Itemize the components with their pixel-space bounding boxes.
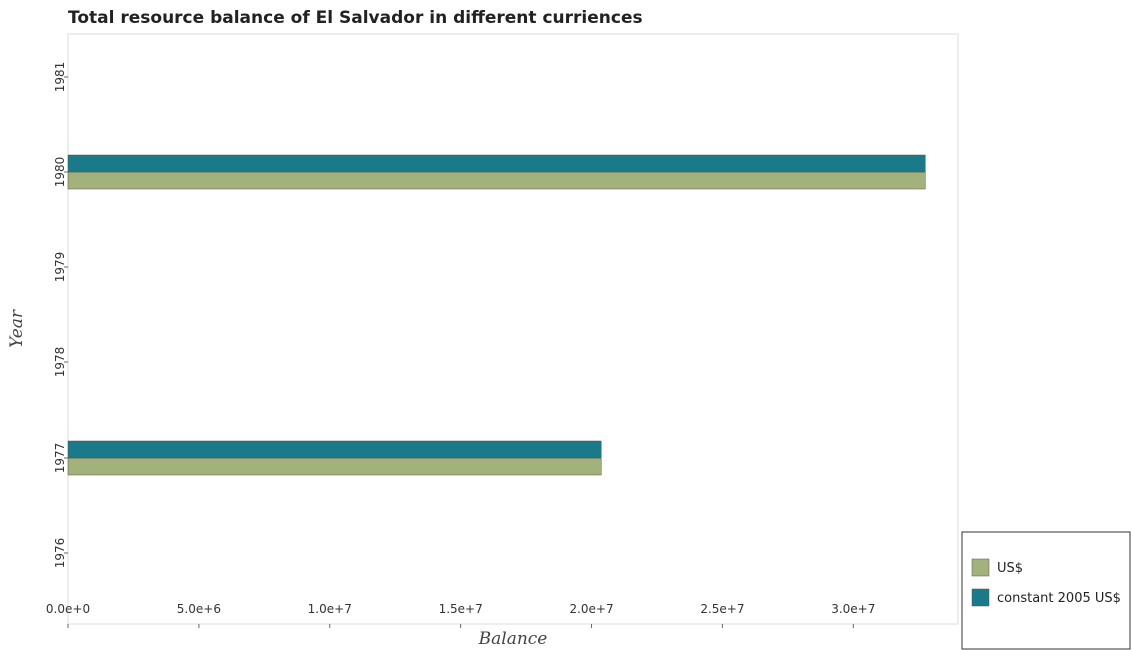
bar-constant-2005-us--1977 [67, 440, 602, 459]
bar-constant-2005-us--1980 [67, 154, 926, 173]
chart-title: Total resource balance of El Salvador in… [68, 8, 643, 28]
legend-label: US$ [997, 561, 1023, 576]
y-axis-title: Year [7, 309, 27, 348]
x-axis-title: Balance [478, 629, 548, 649]
bar-us--1980 [67, 171, 926, 190]
x-tick-label: 1.5e+7 [439, 602, 483, 616]
legend-label: constant 2005 US$ [997, 591, 1121, 606]
y-tick-label: 1981 [53, 62, 67, 93]
x-tick-label: 5.0e+6 [177, 602, 221, 616]
y-tick-label: 1977 [53, 443, 67, 474]
y-tick-label: 1979 [53, 252, 67, 283]
x-tick-label: 2.5e+7 [700, 602, 744, 616]
y-tick-label: 1980 [53, 157, 67, 188]
y-axis-ticks: 1976 1977 1978 1979 1980 1981 [53, 62, 68, 569]
x-tick-label: 0.0e+0 [46, 602, 90, 616]
y-tick-label: 1978 [53, 347, 67, 378]
bar-us--1977 [67, 457, 602, 476]
legend: US$ constant 2005 US$ [961, 531, 1131, 650]
x-axis-ticks: 0.0e+0 5.0e+6 1.0e+7 1.5e+7 2.0e+7 2.5e+7 3.0e… [46, 602, 875, 628]
legend-swatch [971, 558, 990, 577]
y-tick-label: 1976 [53, 538, 67, 569]
legend-box [961, 531, 1131, 650]
legend-swatch [971, 588, 990, 607]
x-tick-label: 1.0e+7 [308, 602, 352, 616]
x-tick-label: 3.0e+7 [831, 602, 875, 616]
bars-group [67, 154, 926, 476]
plot-area [67, 33, 959, 625]
x-tick-label: 2.0e+7 [569, 602, 613, 616]
